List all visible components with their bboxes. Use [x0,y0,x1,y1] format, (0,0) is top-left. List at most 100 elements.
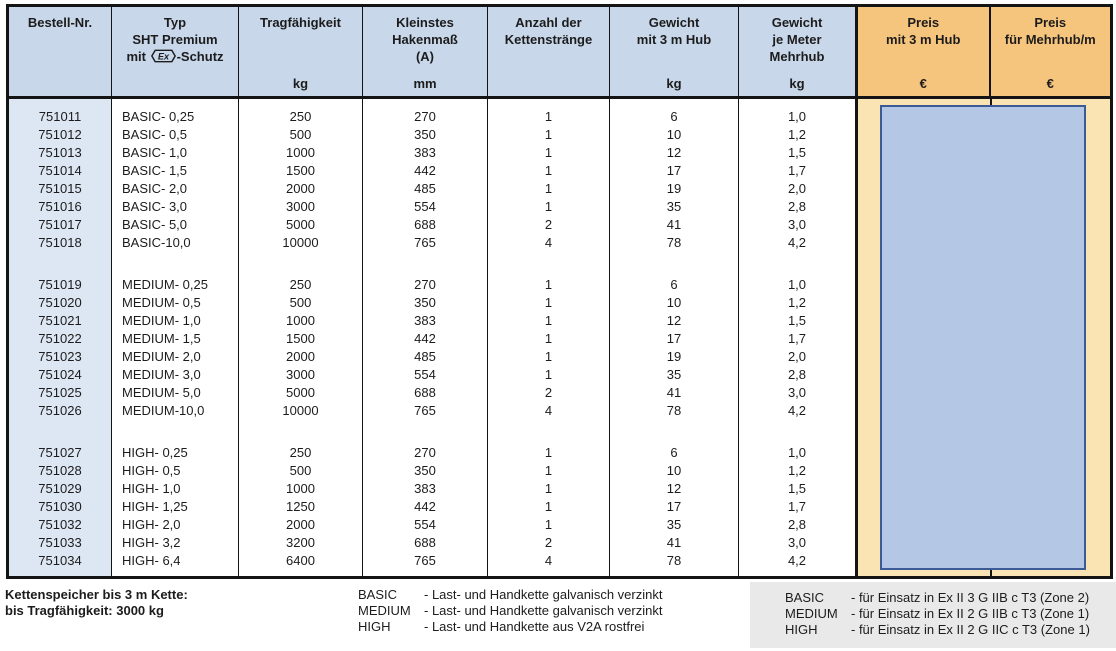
legend-term: BASIC [358,587,424,603]
cell-gewicht-hub: 35 [610,366,739,384]
cell-bestell-nr: 751019 [8,276,112,294]
cell-bestell-nr: 751017 [8,216,112,234]
cell-tragfaehigkeit: 6400 [239,552,363,570]
product-table: Bestell-Nr. Typ SHT Premium mit Ex-Schut… [6,4,1113,579]
cell-hakenmass: 485 [363,348,488,366]
cell-bestell-nr: 751033 [8,534,112,552]
price-table: Bestell-Nr. Typ SHT Premium mit Ex-Schut… [6,4,1110,579]
pad-cell [363,252,488,276]
pad-cell [363,420,488,444]
cell-kettenstraenge: 1 [488,108,610,126]
cell-hakenmass: 270 [363,108,488,126]
cell-hakenmass: 765 [363,234,488,252]
cell-gewicht-mehrhub: 1,2 [739,126,857,144]
pad-cell [363,98,488,108]
cell-kettenstraenge: 4 [488,402,610,420]
cell-tragfaehigkeit: 250 [239,108,363,126]
cell-gewicht-mehrhub: 3,0 [739,384,857,402]
cell-typ: MEDIUM- 1,5 [112,330,239,348]
ex-protection-icon: Ex [151,49,176,63]
cell-gewicht-hub: 35 [610,516,739,534]
header-label: Typ [114,14,236,31]
cell-gewicht-hub: 6 [610,276,739,294]
cell-gewicht-hub: 10 [610,126,739,144]
cell-gewicht-mehrhub: 4,2 [739,552,857,570]
cell-bestell-nr: 751028 [8,462,112,480]
pad-cell [739,420,857,444]
cell-bestell-nr: 751030 [8,498,112,516]
cell-kettenstraenge: 4 [488,234,610,252]
cell-kettenstraenge: 2 [488,216,610,234]
cell-kettenstraenge: 1 [488,144,610,162]
cell-tragfaehigkeit: 1000 [239,480,363,498]
legend-term: MEDIUM [358,603,424,619]
pad-cell [739,570,857,578]
cell-gewicht-mehrhub: 1,5 [739,312,857,330]
cell-kettenstraenge: 1 [488,444,610,462]
cell-hakenmass: 383 [363,144,488,162]
cell-tragfaehigkeit: 10000 [239,402,363,420]
cell-typ: HIGH- 1,25 [112,498,239,516]
pad-cell [739,98,857,108]
cell-gewicht-mehrhub: 1,7 [739,162,857,180]
cell-gewicht-hub: 12 [610,144,739,162]
cell-typ: MEDIUM-10,0 [112,402,239,420]
cell-bestell-nr: 751032 [8,516,112,534]
cell-gewicht-mehrhub: 1,0 [739,444,857,462]
pad-cell [8,252,112,276]
header-label: je Meter [741,31,853,48]
cell-gewicht-hub: 17 [610,498,739,516]
cell-gewicht-mehrhub: 1,7 [739,330,857,348]
cell-typ: HIGH- 6,4 [112,552,239,570]
cell-bestell-nr: 751020 [8,294,112,312]
cell-bestell-nr: 751025 [8,384,112,402]
cell-tragfaehigkeit: 3200 [239,534,363,552]
cell-hakenmass: 554 [363,198,488,216]
header-label: mit 3 m Hub [612,31,736,48]
pad-cell [112,420,239,444]
cell-gewicht-hub: 19 [610,348,739,366]
cell-typ: MEDIUM- 0,5 [112,294,239,312]
header-hakenmass: Kleinstes Hakenmaß (A) mm [363,6,488,98]
legend-desc: - für Einsatz in Ex II 2 G IIC c T3 (Zon… [851,622,1090,637]
header-label: Gewicht [612,14,736,31]
cell-gewicht-hub: 10 [610,462,739,480]
header-label: für Mehrhub/m [993,31,1109,48]
header-unit: kg [241,77,360,91]
pad-cell [8,98,112,108]
header-unit [490,77,607,91]
cell-kettenstraenge: 1 [488,480,610,498]
pad-cell [488,570,610,578]
header-gewicht-mehrhub: Gewicht je Meter Mehrhub kg [739,6,857,98]
cell-hakenmass: 688 [363,216,488,234]
cell-tragfaehigkeit: 3000 [239,366,363,384]
cell-kettenstraenge: 1 [488,162,610,180]
cell-hakenmass: 765 [363,402,488,420]
cell-tragfaehigkeit: 1000 [239,312,363,330]
pad-cell [239,420,363,444]
header-label: Gewicht [741,14,853,31]
cell-gewicht-mehrhub: 4,2 [739,402,857,420]
legend-row: MEDIUM- Last- und Handkette galvanisch v… [358,603,662,619]
cell-typ: BASIC- 3,0 [112,198,239,216]
cell-tragfaehigkeit: 500 [239,294,363,312]
ex-zone-legend: BASIC- für Einsatz in Ex II 3 G IIB c T3… [750,582,1116,648]
cell-bestell-nr: 751012 [8,126,112,144]
header-label: mit Ex-Schutz [114,48,236,65]
cell-tragfaehigkeit: 1500 [239,162,363,180]
header-label: Hakenmaß [365,31,485,48]
cell-typ: BASIC- 1,0 [112,144,239,162]
cell-gewicht-hub: 19 [610,180,739,198]
cell-kettenstraenge: 1 [488,276,610,294]
cell-gewicht-mehrhub: 2,0 [739,180,857,198]
cell-gewicht-hub: 12 [610,480,739,498]
cell-tragfaehigkeit: 2000 [239,348,363,366]
cell-typ: BASIC- 0,25 [112,108,239,126]
cell-hakenmass: 270 [363,444,488,462]
header-label: Preis [993,14,1109,31]
cell-kettenstraenge: 4 [488,552,610,570]
cell-bestell-nr: 751024 [8,366,112,384]
pad-cell [363,570,488,578]
cell-hakenmass: 350 [363,462,488,480]
pad-cell [112,570,239,578]
